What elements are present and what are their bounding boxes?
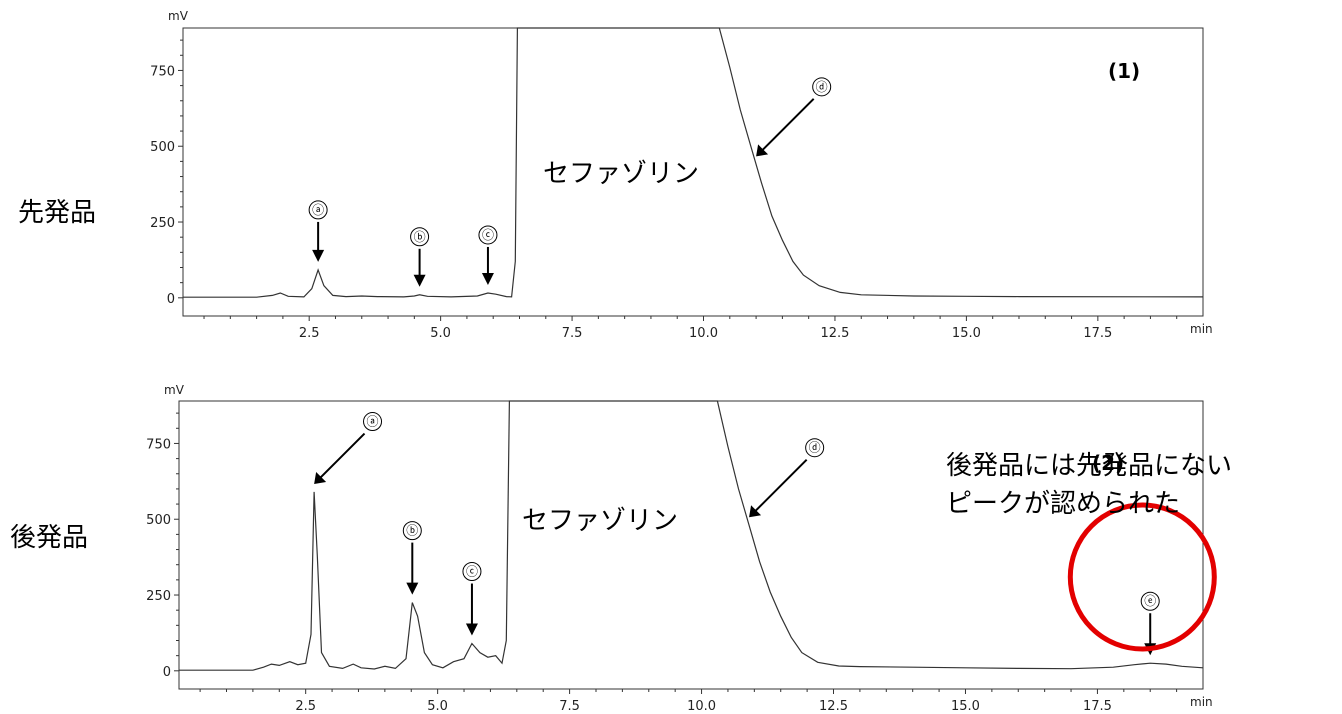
peak-label: ⓓ [809,441,821,455]
arrow-head [465,623,478,636]
y-unit-label-1: mV [168,9,189,23]
panel-number-2: (2) [1092,451,1124,475]
y-tick-label: 500 [146,513,171,528]
peak-marker: ⓒ [462,562,482,636]
x-tick-label: 15.0 [952,326,981,341]
x-tick-label: 7.5 [562,326,583,341]
x-tick-label: 10.0 [689,326,718,341]
peak-marker: ⓑ [402,521,422,595]
plot-frame-2 [178,400,1204,690]
arrow-head [312,249,325,262]
peak-marker: ⓐ [314,412,383,484]
peak-label-circle [805,438,825,458]
arrow-head [314,471,327,484]
arrow-head [481,272,494,285]
peak-markers-1: ⓐ ⓑ ⓒ ⓓ [308,77,832,287]
peak-label-circle [410,227,430,247]
chromatogram-trace-1 [183,27,1204,298]
x-tick-label: 5.0 [430,326,451,341]
chromatogram-trace-2 [179,400,1204,671]
y-tick-label: 0 [163,665,171,680]
y-axis-2: 0 250 500 750 [146,412,179,680]
cefazolin-label-1: セファゾリン [543,159,699,189]
note-line-2: ピークが認められた [946,489,1180,519]
y-tick-label: 500 [150,140,175,155]
peak-label-circle [402,521,422,541]
peak-label-circle [812,77,832,97]
cefazolin-label-2: セファゾリン [522,506,678,536]
arrow-shaft [761,98,815,152]
y-axis-1: 0 250 500 750 [150,39,183,307]
peak-label-circle [462,562,482,582]
y-tick-label: 0 [167,292,175,307]
x-tick-label: 2.5 [295,699,316,714]
chromatogram-panel-1: 先発品 mV min (1) セファゾリン 0 250 500 750 2.5 5.0 7… [18,9,1213,341]
x-axis-2: 2.5 5.0 7.5 10.0 12.5 15.0 17.5 [199,689,1178,714]
x-tick-label: 5.0 [427,699,448,714]
y-tick-label: 250 [146,589,171,604]
arrow-head [413,274,426,287]
peak-label: ⓐ [312,203,324,217]
x-tick-label: 10.0 [687,699,716,714]
row-label-1: 先発品 [18,198,96,228]
peak-label-circle [478,225,498,245]
panel-number-1: (1) [1108,59,1140,83]
row-label-2: 後発品 [10,523,88,553]
peak-marker: ⓓ [756,77,832,157]
peak-label: ⓒ [466,565,478,579]
peak-label-circle [308,200,328,220]
y-tick-label: 250 [150,216,175,231]
arrow-shaft [754,458,808,513]
x-unit-label-2: min [1190,695,1213,709]
arrow-shaft [319,432,366,479]
y-unit-label-2: mV [164,383,185,397]
x-tick-label: 12.5 [819,699,848,714]
peak-label: ⓐ [367,415,379,429]
peak-label: ⓒ [482,228,494,242]
x-tick-label: 17.5 [1083,326,1112,341]
x-unit-label-1: min [1190,322,1213,336]
peak-marker: ⓒ [478,225,498,285]
peak-label: ⓑ [406,524,418,538]
arrow-head [756,144,769,157]
highlight-circle [1067,502,1217,652]
peak-label: ⓓ [816,80,828,94]
peak-label: ⓑ [414,230,426,244]
arrow-head [406,582,419,595]
peak-label: ⓔ [1144,594,1156,608]
x-tick-label: 15.0 [951,699,980,714]
note-line-1: 後発品には先発品にない [946,451,1232,481]
x-tick-label: 17.5 [1083,699,1112,714]
peak-marker: ⓑ [410,227,430,287]
x-tick-label: 12.5 [820,326,849,341]
peak-markers-2: ⓐ ⓑ ⓒ ⓓ ⓔ [314,412,1160,656]
peak-marker: ⓐ [308,200,328,262]
chromatogram-panel-2: 後発品 mV min (2) セファゾリン 0 250 500 750 2.5 5.0 7… [10,383,1232,714]
peak-label-circle [1140,591,1160,611]
arrow-head [749,505,762,518]
y-tick-label: 750 [150,64,175,79]
peak-marker: ⓓ [749,438,825,518]
peak-label-circle [363,412,383,432]
x-axis-1: 2.5 5.0 7.5 10.0 12.5 15.0 17.5 [203,316,1178,341]
y-tick-label: 750 [146,437,171,452]
x-tick-label: 7.5 [559,699,580,714]
x-tick-label: 2.5 [299,326,320,341]
